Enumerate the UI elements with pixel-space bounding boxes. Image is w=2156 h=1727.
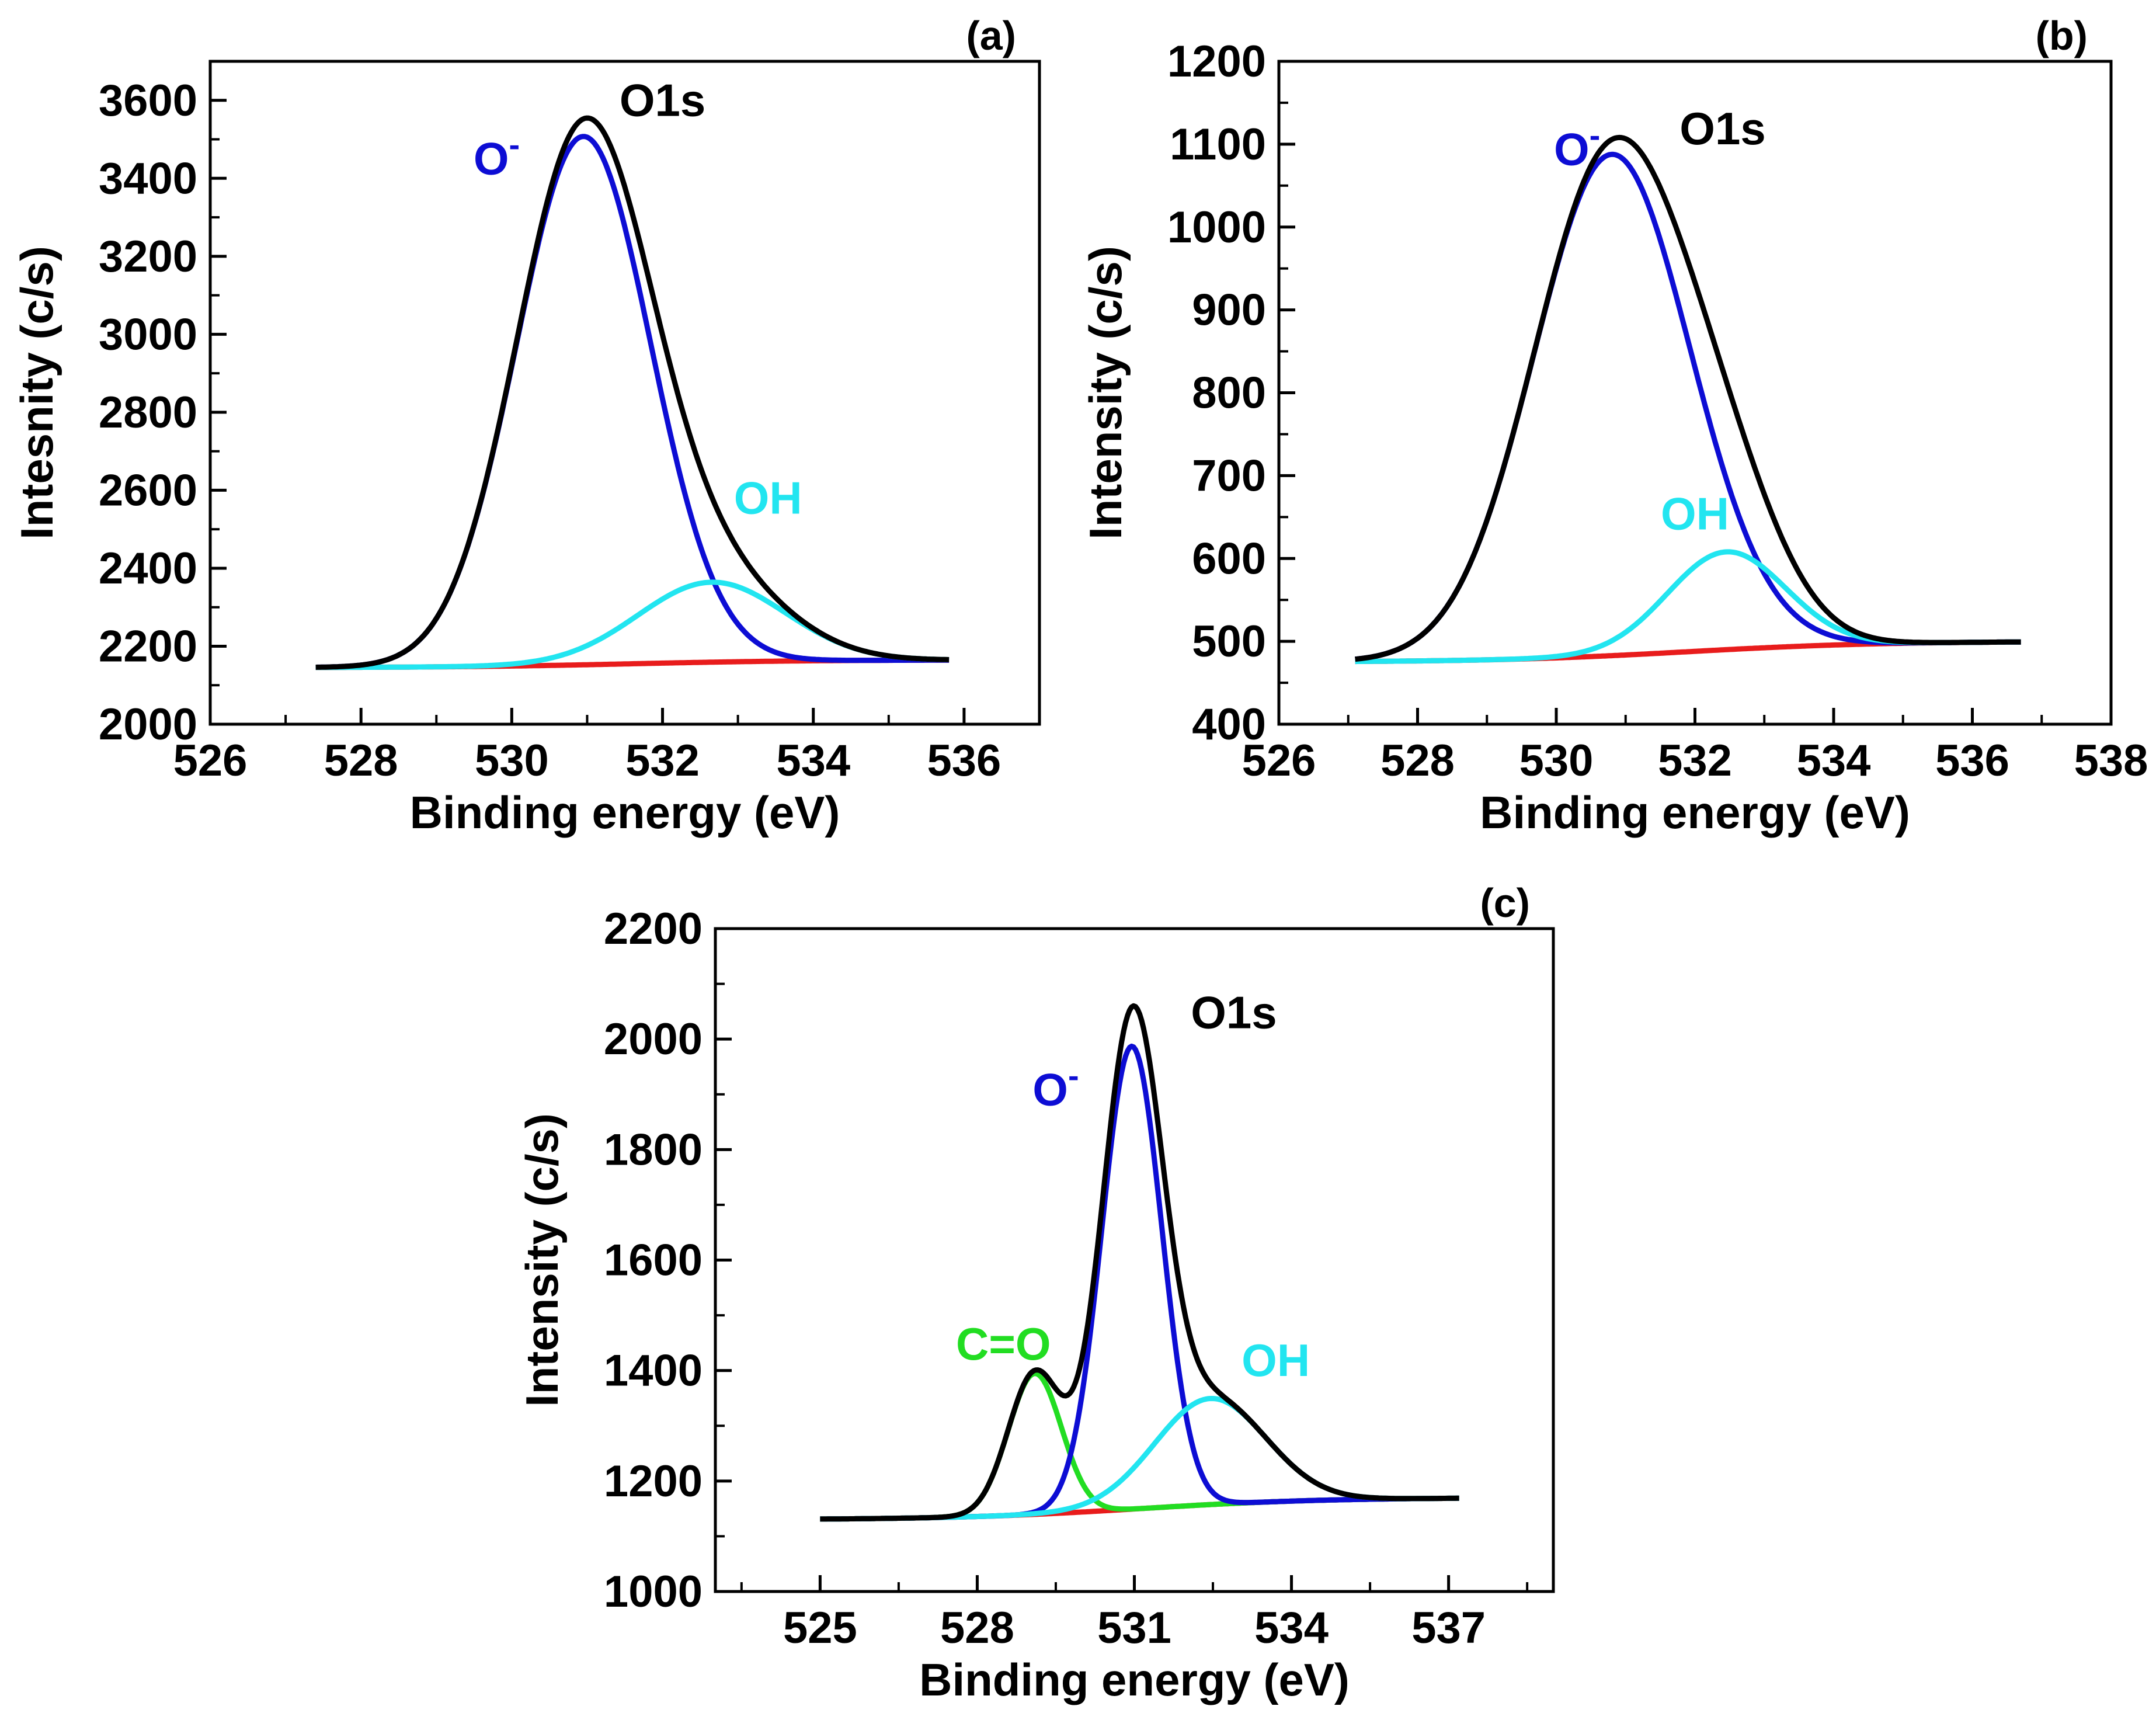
y-tick-label: 500	[1192, 617, 1266, 666]
y-tick-label: 1100	[1170, 120, 1266, 169]
y-tick-label: 1200	[1167, 37, 1266, 86]
x-tick-label: 526	[173, 736, 248, 786]
x-tick-label: 526	[1242, 736, 1316, 786]
x-tick-label: 534	[1254, 1603, 1329, 1653]
envelope-series-line	[819, 1003, 1460, 1522]
peak-annotation: OH	[1242, 1335, 1310, 1386]
y-axis-title: Intensity (c/s)	[1080, 246, 1131, 540]
peak-annotation: O1s	[620, 74, 705, 126]
x-axis-title: Binding energy (eV)	[410, 787, 840, 838]
peak-annotation: OH	[734, 472, 802, 523]
panel-label: (c)	[1480, 880, 1530, 926]
component-series-line	[315, 579, 950, 670]
y-tick-label: 400	[1192, 700, 1266, 749]
y-tick-label: 3000	[99, 310, 197, 359]
y-axis-title: Intensity (c/s)	[516, 1113, 568, 1407]
x-tick-label: 532	[625, 736, 700, 786]
y-tick-label: 3200	[99, 232, 197, 282]
x-axis-title: Binding energy (eV)	[919, 1654, 1350, 1705]
y-tick-label: 2400	[99, 544, 197, 593]
y-tick-label: 3600	[99, 76, 197, 126]
chart-panel-c: 1000 1200 1400 1600 1800 2000 2200 525 528 531 534…	[516, 880, 1555, 1705]
y-tick-label: 1400	[604, 1346, 703, 1396]
x-tick-label: 534	[1797, 736, 1871, 786]
peak-annotation: C=O	[956, 1318, 1051, 1370]
y-tick-label: 1000	[604, 1567, 703, 1617]
y-tick-label: 2000	[604, 1014, 703, 1064]
x-tick-label: 528	[1380, 736, 1455, 786]
x-tick-label: 530	[475, 736, 549, 786]
y-tick-label: 2000	[99, 700, 197, 749]
x-tick-label: 537	[1411, 1603, 1486, 1653]
component-series-line	[819, 1043, 1460, 1522]
x-tick-label: 536	[927, 736, 1002, 786]
chart-panel-a: 2000 2200 2400 2600 2800 3000 3200 3400 3600 526 5…	[11, 13, 1041, 838]
x-tick-label: 538	[2074, 736, 2148, 786]
x-tick-label: 534	[776, 736, 850, 786]
x-axis-title: Binding energy (eV)	[1480, 787, 1910, 838]
envelope-series-line	[315, 115, 950, 670]
peak-annotation: O1s	[1679, 103, 1765, 154]
y-tick-label: 2600	[99, 465, 197, 515]
panel-label: (b)	[2036, 13, 2088, 58]
envelope-series-line	[1354, 134, 2022, 662]
y-tick-label: 1200	[604, 1457, 703, 1506]
component-series-line	[1354, 151, 2022, 662]
plot-frame	[208, 60, 1041, 726]
y-tick-label: 600	[1192, 534, 1266, 583]
x-tick-label: 536	[1935, 736, 2009, 786]
y-axis-title: Intesnity (c/s)	[11, 246, 62, 540]
peak-annotation: O-	[1032, 1057, 1079, 1116]
y-tick-label: 2200	[604, 904, 703, 954]
component-series-line	[1354, 549, 2022, 665]
y-tick-label: 900	[1192, 286, 1266, 335]
annotation-superscript: -	[509, 126, 520, 163]
y-tick-label: 3400	[99, 154, 197, 203]
annotation-superscript: -	[1590, 116, 1601, 153]
x-tick-label: 531	[1097, 1603, 1171, 1653]
plot-frame	[1277, 60, 2113, 726]
chart-panel-b: 400 500 600 700 800 900 1000 1100 1200 526 528 530 5…	[1080, 13, 2148, 838]
y-tick-label: 1000	[1167, 203, 1266, 252]
y-tick-label: 1600	[604, 1236, 703, 1285]
x-tick-label: 530	[1519, 736, 1594, 786]
y-tick-label: 2800	[99, 388, 197, 437]
x-tick-label: 528	[324, 736, 398, 786]
peak-annotation: O1s	[1191, 986, 1277, 1038]
x-tick-label: 525	[783, 1603, 857, 1653]
peak-annotation: O-	[474, 126, 520, 185]
annotation-superscript: -	[1068, 1057, 1079, 1094]
plot-frame	[714, 927, 1555, 1593]
x-tick-label: 532	[1658, 736, 1732, 786]
panel-label: (a)	[966, 13, 1016, 58]
y-tick-label: 2200	[99, 621, 197, 671]
peak-annotation: OH	[1661, 488, 1729, 540]
y-tick-label: 700	[1192, 451, 1266, 501]
y-tick-label: 800	[1192, 369, 1266, 418]
x-tick-label: 528	[940, 1603, 1014, 1653]
y-tick-label: 1800	[604, 1125, 703, 1175]
